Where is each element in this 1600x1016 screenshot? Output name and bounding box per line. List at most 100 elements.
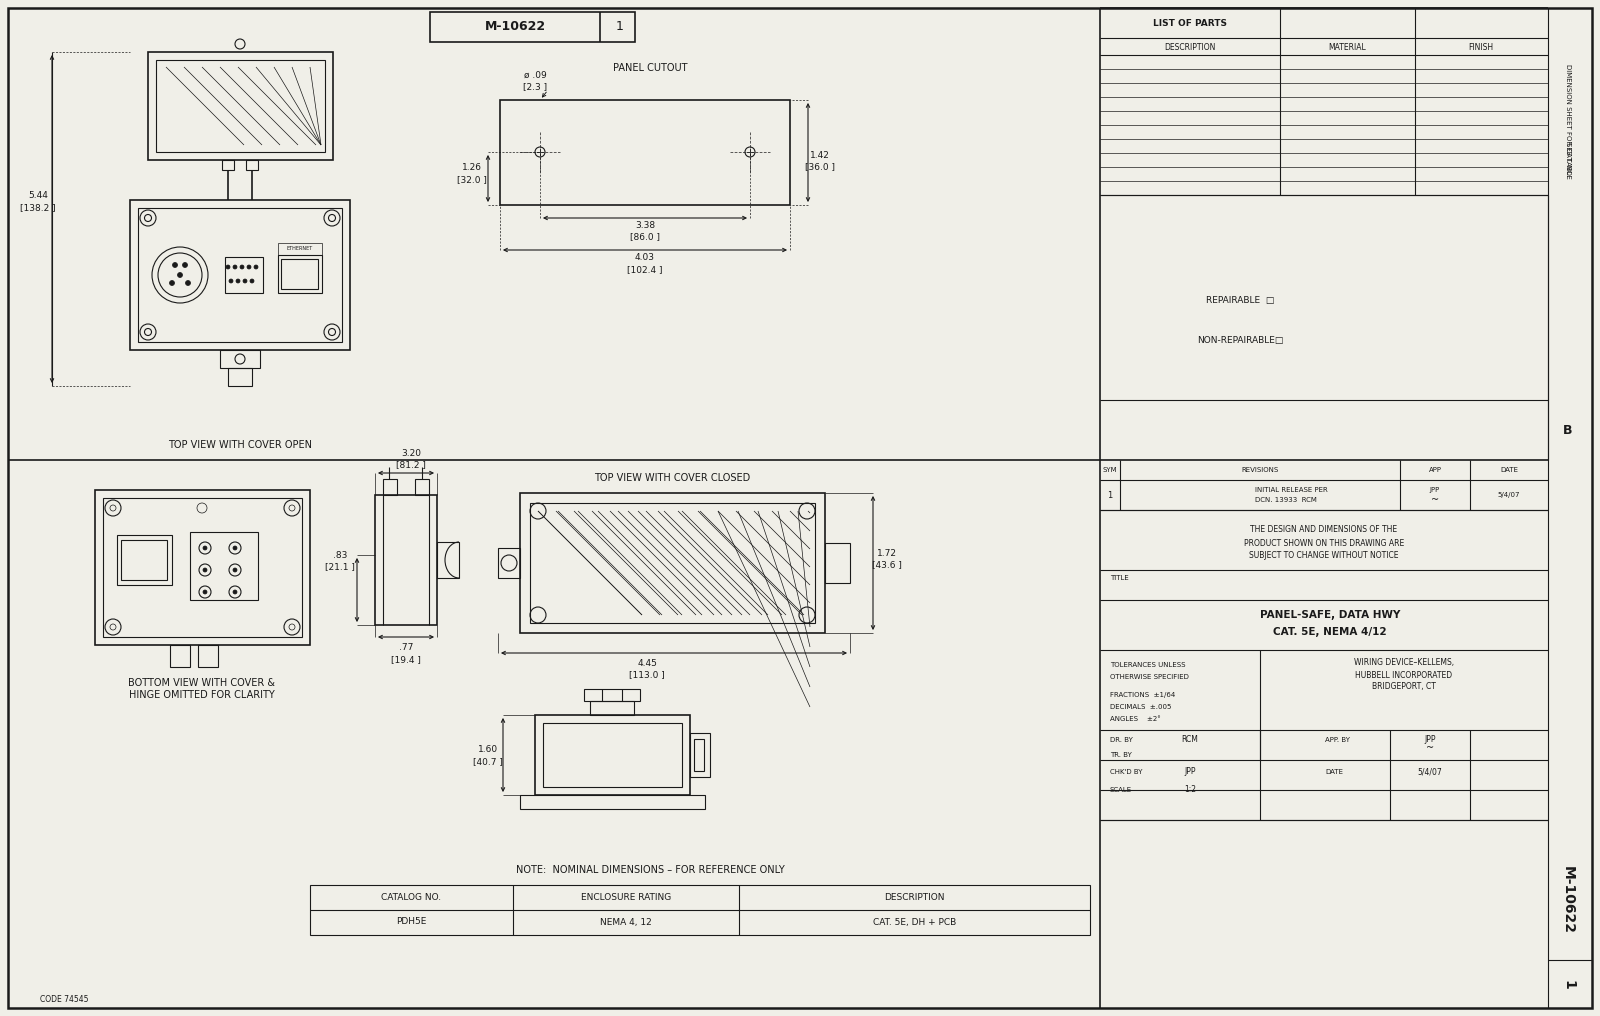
Text: [138.2 ]: [138.2 ] [21,203,56,212]
Bar [147,52,333,160]
Bar [499,100,790,205]
Bar [130,200,350,350]
Bar [584,689,640,701]
Bar [530,503,814,623]
Circle shape [182,262,187,267]
Text: 5/4/07: 5/4/07 [1418,767,1442,776]
Text: 3.20: 3.20 [402,448,421,457]
Circle shape [237,279,240,283]
Text: [81.2 ]: [81.2 ] [397,460,426,469]
Text: DIMENSION SHEET FOR CAT. NO.: DIMENSION SHEET FOR CAT. NO. [1565,64,1571,177]
Bar [157,60,325,152]
Text: CODE 74545: CODE 74545 [40,996,88,1005]
Bar [498,548,520,578]
Text: 5.44: 5.44 [29,191,48,199]
Text: ENCLOSURE RATING: ENCLOSURE RATING [581,892,670,901]
Text: 1: 1 [1562,980,1574,990]
Circle shape [234,546,237,550]
Text: DCN. 13933  RCM: DCN. 13933 RCM [1254,497,1317,503]
Text: [40.7 ]: [40.7 ] [474,758,502,766]
Bar [222,160,234,170]
Bar [246,160,258,170]
Text: TOP VIEW WITH COVER CLOSED: TOP VIEW WITH COVER CLOSED [594,473,750,483]
Text: DR. BY: DR. BY [1110,737,1133,743]
Text: RCM: RCM [1181,736,1198,745]
Text: CAT. 5E, NEMA 4/12: CAT. 5E, NEMA 4/12 [1274,627,1387,637]
Text: [21.1 ]: [21.1 ] [325,563,355,571]
Text: CHK'D BY: CHK'D BY [1110,769,1142,775]
Circle shape [246,265,251,269]
Bar [221,350,259,368]
Text: TR. BY: TR. BY [1110,752,1131,758]
Text: PDH5E: PDH5E [397,917,427,927]
Text: CATALOG NO.: CATALOG NO. [381,892,442,901]
Bar [94,490,310,645]
Text: B: B [1563,424,1573,437]
Text: REVISIONS: REVISIONS [1242,467,1278,473]
Text: DATE: DATE [1501,467,1518,473]
Text: .83: .83 [333,551,347,560]
Bar [122,539,166,580]
Text: REPAIRABLE  □: REPAIRABLE □ [1206,296,1274,305]
Bar [229,368,253,386]
Text: 1.72: 1.72 [877,549,898,558]
Bar [138,208,342,342]
Text: 4.45: 4.45 [637,658,658,668]
Text: ~: ~ [1426,743,1434,753]
Circle shape [250,279,254,283]
Text: [102.4 ]: [102.4 ] [627,265,662,274]
Bar [282,259,318,289]
Bar [520,493,826,633]
Text: MATERIAL: MATERIAL [1328,43,1366,52]
Bar [437,542,459,578]
Text: TOLERANCES UNLESS: TOLERANCES UNLESS [1110,662,1186,668]
Text: TITLE: TITLE [1110,575,1128,581]
Circle shape [203,546,206,550]
Text: .77: .77 [398,642,413,651]
Bar [382,479,397,495]
Text: ETHERNET: ETHERNET [286,247,314,252]
Text: WIRING DEVICE–KELLEMS,: WIRING DEVICE–KELLEMS, [1354,658,1454,668]
Bar [542,723,682,787]
Bar [170,645,190,666]
Circle shape [243,279,246,283]
Text: M-10622: M-10622 [1562,866,1574,934]
Text: ø .09: ø .09 [523,70,546,79]
Bar [690,733,710,777]
Bar [278,243,322,255]
Text: JPP: JPP [1424,736,1435,745]
Text: [43.6 ]: [43.6 ] [872,561,902,570]
Text: 1: 1 [616,20,624,34]
Bar [374,495,437,625]
Text: [32.0 ]: [32.0 ] [458,176,486,185]
Bar [190,532,258,600]
Text: SUBJECT TO CHANGE WITHOUT NOTICE: SUBJECT TO CHANGE WITHOUT NOTICE [1250,552,1398,561]
Text: 1:2: 1:2 [1184,785,1197,795]
Text: HUBBELL INCORPORATED: HUBBELL INCORPORATED [1355,671,1453,680]
Bar [310,885,1090,935]
Text: SYM: SYM [1102,467,1117,473]
Text: ~: ~ [1430,495,1438,505]
Text: APP. BY: APP. BY [1325,737,1350,743]
Text: THE DESIGN AND DIMENSIONS OF THE: THE DESIGN AND DIMENSIONS OF THE [1251,525,1397,534]
Bar [694,739,704,771]
Text: 3.38: 3.38 [635,220,654,230]
Bar [520,795,706,809]
Text: PANEL CUTOUT: PANEL CUTOUT [613,63,688,73]
Text: NON-REPAIRABLE□: NON-REPAIRABLE□ [1197,335,1283,344]
Circle shape [226,265,230,269]
Text: HINGE OMITTED FOR CLARITY: HINGE OMITTED FOR CLARITY [130,690,275,700]
Circle shape [229,279,234,283]
Text: M-10622: M-10622 [485,20,546,34]
Text: DECIMALS  ±.005: DECIMALS ±.005 [1110,704,1171,710]
Circle shape [203,568,206,572]
Text: BOTTOM VIEW WITH COVER &: BOTTOM VIEW WITH COVER & [128,678,275,688]
Bar [590,701,634,715]
Text: OTHERWISE SPECIFIED: OTHERWISE SPECIFIED [1110,674,1189,680]
Circle shape [254,265,258,269]
Text: 5/4/07: 5/4/07 [1498,492,1520,498]
Text: INITIAL RELEASE PER: INITIAL RELEASE PER [1254,487,1328,493]
Text: NEMA 4, 12: NEMA 4, 12 [600,917,651,927]
Bar [226,257,262,293]
Text: JPP: JPP [1184,767,1195,776]
